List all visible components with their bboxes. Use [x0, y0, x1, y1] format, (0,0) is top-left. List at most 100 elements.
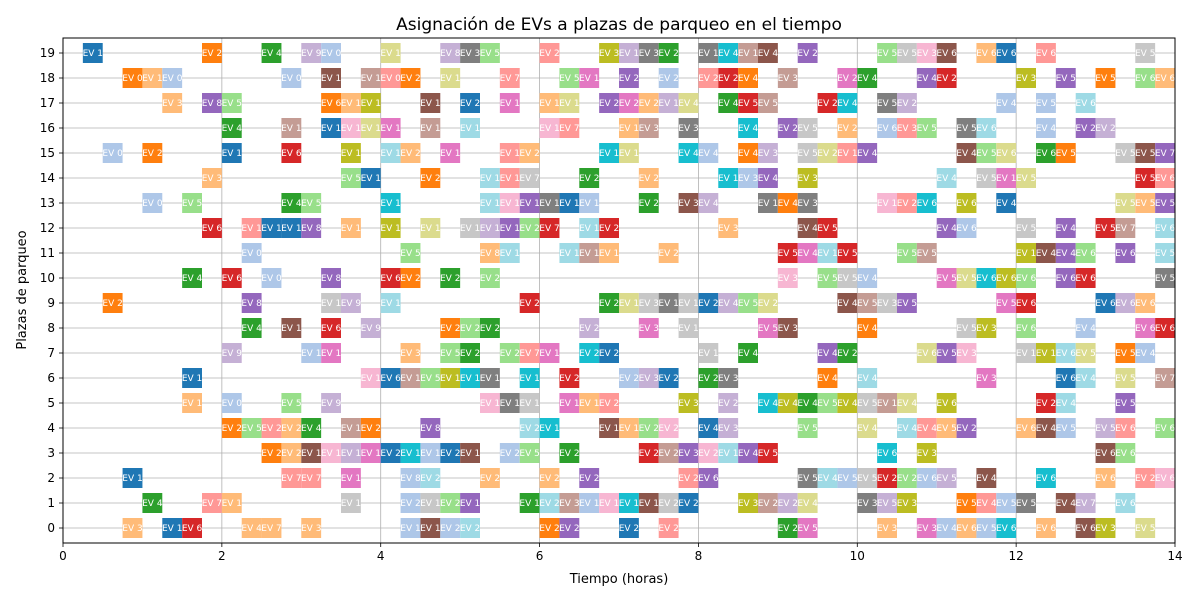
ev-block-bar: [559, 93, 580, 113]
ev-block: EV 4: [857, 318, 878, 338]
ev-block-bar: [718, 218, 739, 238]
ev-block-bar: [837, 118, 858, 138]
chart-title: Asignación de EVs a plazas de parqueo en…: [396, 15, 842, 35]
ev-block-bar: [777, 118, 798, 138]
ev-block: EV 6: [976, 118, 997, 138]
ev-block-bar: [936, 393, 957, 413]
ev-block-label: EV 2: [559, 374, 579, 384]
ev-block: EV 6: [1135, 318, 1156, 338]
ev-block-bar: [301, 443, 322, 463]
ev-block-bar: [638, 93, 659, 113]
ev-block-label: EV 2: [599, 99, 619, 109]
ev-block-label: EV 1: [877, 399, 897, 409]
ev-block-label: EV 6: [1075, 274, 1096, 284]
ev-block: EV 1: [420, 218, 441, 238]
ev-block: EV 2: [440, 443, 460, 463]
ev-block: EV 1: [380, 293, 401, 313]
ev-block-bar: [956, 268, 977, 288]
ev-block-label: EV 1: [559, 399, 579, 409]
ev-block-label: EV 1: [539, 124, 559, 134]
ev-block: EV 2: [936, 68, 957, 88]
ev-block-label: EV 2: [639, 449, 659, 459]
ev-block: EV 8: [202, 93, 222, 113]
y-tick-label: 18: [40, 71, 55, 85]
ev-block: EV 5: [837, 468, 858, 488]
ev-block: EV 9: [361, 318, 382, 338]
ev-block: EV 6: [1095, 293, 1116, 313]
ev-block: EV 5: [1135, 43, 1155, 63]
ev-block: EV 1: [321, 68, 341, 88]
ev-block: EV 2: [559, 368, 580, 388]
ev-block: EV 1: [341, 443, 361, 463]
ev-block: EV 1: [341, 493, 361, 513]
ev-block-bar: [837, 268, 858, 288]
ev-block: EV 6: [996, 518, 1017, 538]
ev-block-bar: [499, 218, 520, 238]
ev-block-label: EV 0: [122, 74, 143, 84]
ev-block: EV 1: [480, 368, 500, 388]
ev-block-label: EV 1: [420, 449, 440, 459]
ev-block-label: EV 9: [361, 324, 382, 334]
ev-block: EV 1: [460, 493, 480, 513]
ev-block-label: EV 1: [500, 174, 520, 184]
ev-block-label: EV 1: [718, 174, 738, 184]
ev-block-label: EV 2: [837, 349, 857, 359]
ev-block: EV 2: [440, 268, 460, 288]
ev-block-bar: [1155, 268, 1175, 288]
ev-block: EV 2: [519, 293, 540, 313]
ev-block: EV 7: [1115, 218, 1136, 238]
ev-block-label: EV 1: [420, 224, 440, 234]
ev-block-bar: [321, 43, 341, 63]
ev-block: EV 5: [222, 93, 242, 113]
ev-block-bar: [1135, 343, 1156, 363]
ev-block-label: EV 8: [301, 224, 322, 234]
ev-block-label: EV 2: [956, 424, 976, 434]
ev-block: EV 2: [281, 443, 302, 463]
ev-block: EV 1: [420, 118, 441, 138]
ev-block-label: EV 5: [817, 399, 837, 409]
ev-block-label: EV 6: [202, 224, 223, 234]
ev-block-bar: [182, 393, 202, 413]
ev-block-bar: [420, 518, 441, 538]
ev-block-label: EV 5: [519, 449, 539, 459]
ev-block: EV 5: [400, 243, 421, 263]
ev-block-label: EV 1: [321, 124, 341, 134]
ev-block: EV 8: [321, 268, 342, 288]
ev-block-bar: [1016, 168, 1036, 188]
ev-block-bar: [460, 368, 480, 388]
ev-block-label: EV 4: [817, 374, 838, 384]
ev-block-label: EV 0: [261, 274, 282, 284]
ev-block: EV 0: [122, 68, 143, 88]
ev-block-bar: [1036, 43, 1056, 63]
ev-block-label: EV 4: [738, 149, 759, 159]
ev-block-label: EV 4: [718, 299, 739, 309]
ev-block: EV 7: [1155, 143, 1175, 163]
ev-block: EV 2: [758, 493, 778, 513]
ev-block: EV 4: [718, 43, 739, 63]
ev-block-label: EV 5: [738, 299, 758, 309]
ev-block: EV 1: [559, 243, 580, 263]
ev-block-bar: [658, 93, 679, 113]
ev-block-bar: [897, 468, 917, 488]
ev-block-label: EV 4: [182, 274, 203, 284]
ev-block-label: EV 5: [936, 349, 956, 359]
ev-block-bar: [718, 443, 739, 463]
ev-block-bar: [797, 143, 818, 163]
ev-block-bar: [341, 418, 361, 438]
ev-block-label: EV 1: [361, 74, 381, 84]
ev-block-label: EV 5: [559, 74, 579, 84]
ev-block-bar: [619, 368, 639, 388]
ev-block-label: EV 1: [341, 474, 361, 484]
y-tick-label: 17: [40, 96, 55, 110]
ev-block-label: EV 3: [976, 374, 996, 384]
ev-block: EV 3: [778, 268, 798, 288]
ev-block-bar: [579, 68, 600, 88]
ev-block-label: EV 5: [1095, 224, 1115, 234]
ev-block: EV 1: [837, 143, 858, 163]
ev-block: EV 6: [1155, 318, 1176, 338]
ev-block-bar: [420, 443, 441, 463]
ev-block-bar: [897, 243, 917, 263]
ev-block-label: EV 2: [519, 299, 539, 309]
ev-block-label: EV 8: [400, 474, 421, 484]
ev-block-label: EV 2: [480, 324, 500, 334]
